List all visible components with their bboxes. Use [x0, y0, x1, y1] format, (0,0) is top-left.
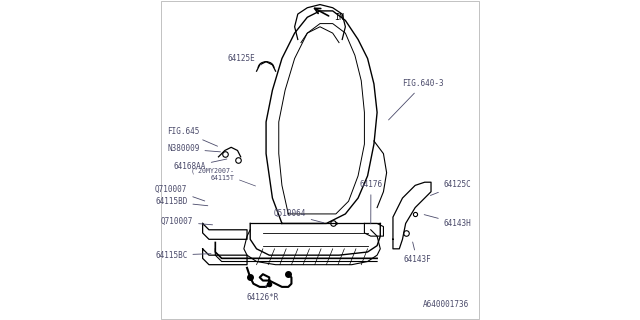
Text: 64126*R: 64126*R — [246, 285, 279, 301]
Text: ('20MY2007-
64115T: ('20MY2007- 64115T — [190, 168, 234, 181]
Text: Q510064: Q510064 — [273, 209, 324, 223]
Text: IN: IN — [334, 13, 344, 22]
Text: Q710007: Q710007 — [161, 217, 212, 226]
Text: 64143F: 64143F — [403, 242, 431, 264]
Text: 64176: 64176 — [359, 180, 383, 224]
Text: 64115BD: 64115BD — [155, 197, 208, 206]
Text: 64143H: 64143H — [424, 215, 472, 228]
Text: 64115BC: 64115BC — [155, 251, 211, 260]
Text: N380009: N380009 — [167, 144, 221, 153]
Text: A640001736: A640001736 — [423, 300, 469, 309]
Text: 64168AA: 64168AA — [173, 159, 227, 172]
Text: FIG.640-3: FIG.640-3 — [388, 79, 444, 120]
Text: 64125C: 64125C — [431, 180, 472, 196]
Text: Q710007: Q710007 — [155, 185, 205, 201]
Text: 64125E: 64125E — [227, 54, 261, 65]
Text: FIG.645: FIG.645 — [167, 127, 218, 146]
